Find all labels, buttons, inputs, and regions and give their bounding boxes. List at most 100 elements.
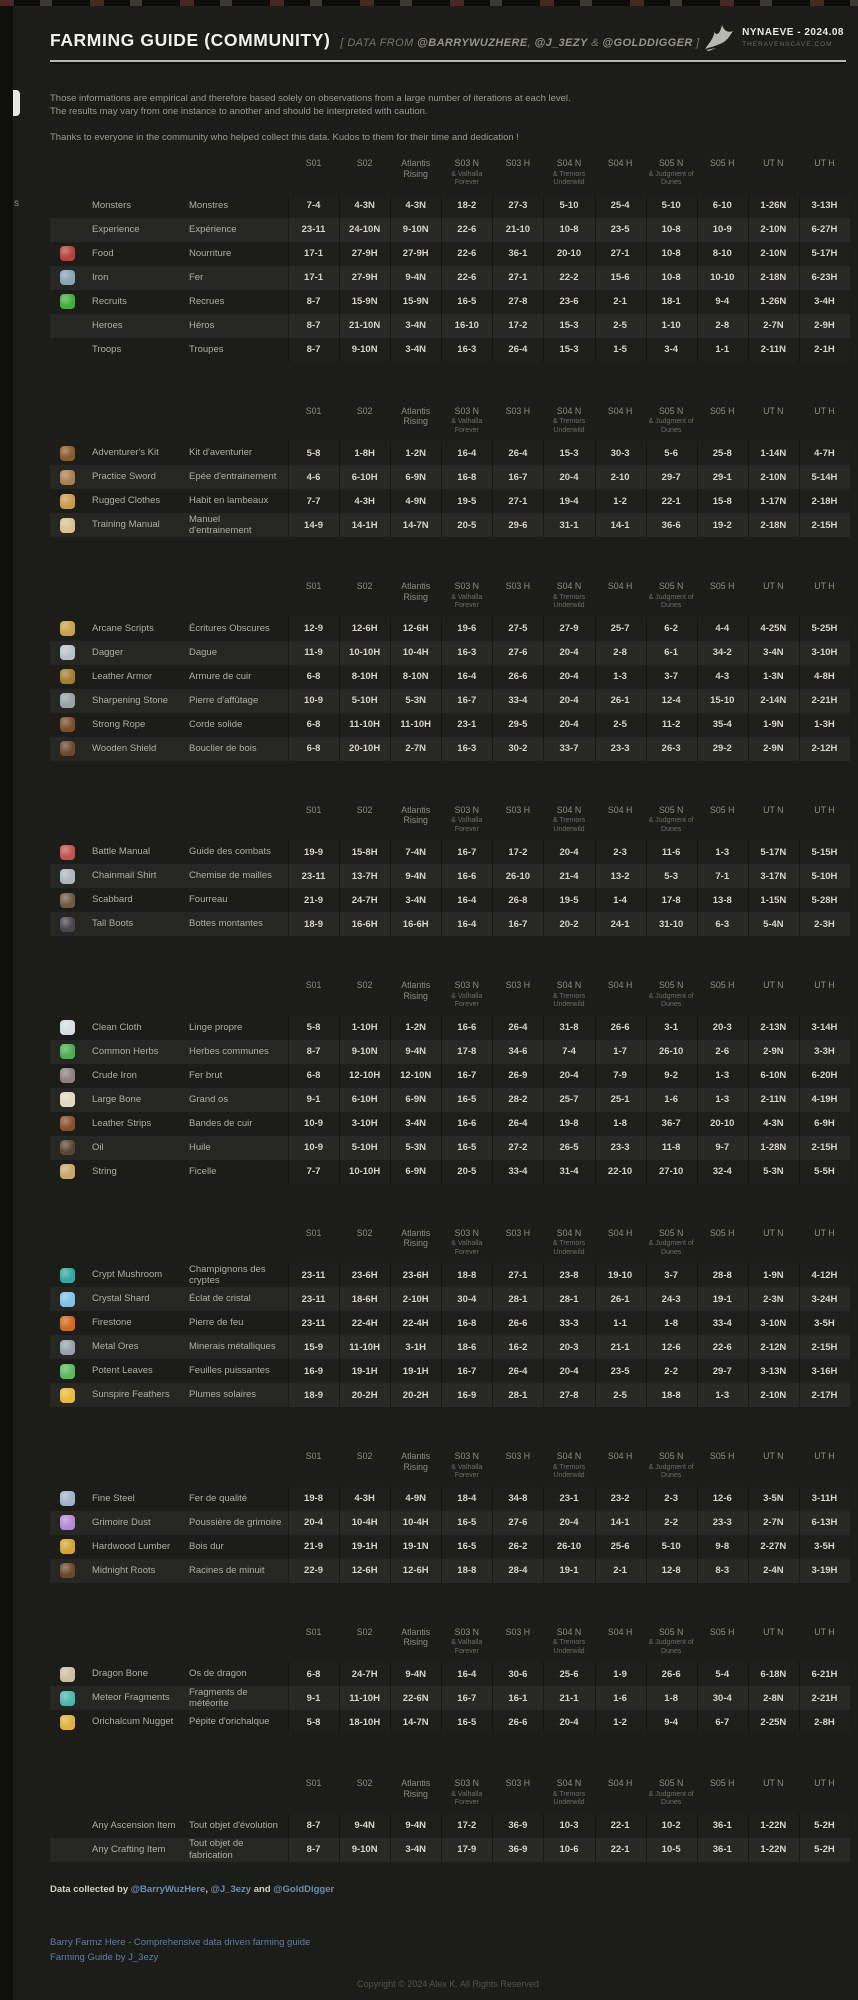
table-header-row: S01 S02 Atlantis Rising S03 N & Valhalla For… <box>50 805 850 835</box>
column-header: Atlantis Rising <box>390 1627 441 1648</box>
value-cell: 16-5 <box>441 290 492 314</box>
column-header: S02 <box>339 1627 390 1638</box>
value-cell: 2-9N <box>748 737 799 761</box>
value-cell: 8-7 <box>288 1838 339 1862</box>
column-header: S04 N & Tremors Underwild <box>543 1778 594 1808</box>
farming-table: S01 S02 Atlantis Rising S03 N & Valhalla For… <box>50 1778 850 1862</box>
item-name-en: Meteor Fragments <box>92 1686 189 1710</box>
golddigger-link[interactable]: @GoldDigger <box>273 1883 335 1895</box>
value-cell: 19-1H <box>390 1359 441 1383</box>
column-header: UT H <box>799 1451 850 1462</box>
item-name-en: Crude Iron <box>92 1064 189 1088</box>
raven-logo-icon <box>705 25 734 51</box>
value-cell: 1-9 <box>595 1662 646 1686</box>
value-cell: 16-8 <box>441 465 492 489</box>
page-subtitle: [ DATA FROM @BARRYWUZHERE, @J_3EZY & @GO… <box>340 37 699 49</box>
clean-cloth-icon <box>60 1020 75 1035</box>
item-name-fr: Ficelle <box>189 1160 288 1184</box>
column-label: S03 N <box>454 1227 480 1238</box>
value-cell: 18-1 <box>646 290 697 314</box>
credit-sep: , <box>205 1883 211 1895</box>
item-name-fr-label: Huile <box>189 1141 211 1153</box>
value-cell: 23-1 <box>543 1487 594 1511</box>
value-cell: 7-4N <box>390 840 441 864</box>
item-name-fr: Champignons des cryptes <box>189 1263 288 1287</box>
table-row: Midnight Roots Racines de minuit 22-9 12-6H… <box>50 1558 850 1583</box>
barry-farmz-guide-link[interactable]: Barry Farmz Here - Comprehensive data dr… <box>50 1936 311 1948</box>
header-divider <box>50 60 846 62</box>
midnight-roots-icon <box>60 1563 75 1578</box>
item-name-en: Grimoire Dust <box>92 1511 189 1535</box>
value-cell: 15-3 <box>543 338 594 362</box>
item-name-en-label: Crypt Mushroom <box>92 1269 163 1281</box>
column-label: S03 N <box>454 158 480 168</box>
item-name-fr: Linge propre <box>189 1016 288 1040</box>
value-cell: 9-10N <box>339 338 390 362</box>
column-sublabel: & Judgment of Dunes <box>648 170 694 187</box>
value-cell: 3-4 <box>646 338 697 362</box>
value-cell: 6-10H <box>339 465 390 489</box>
value-cell: 2-18N <box>748 266 799 290</box>
barrywuzhere-link[interactable]: @BarryWuzHere <box>130 1883 206 1895</box>
item-name-fr: Armure de cuir <box>189 665 288 689</box>
item-name-fr: Fourreau <box>189 888 288 912</box>
value-cell: 9-4 <box>697 290 748 314</box>
j3ezy-link[interactable]: @J_3ezy <box>210 1883 252 1895</box>
column-label: S01 <box>305 1227 322 1238</box>
item-name-en: Sharpening Stone <box>92 689 189 713</box>
value-cell: 18-4 <box>441 1487 492 1511</box>
value-cell: 5-17N <box>748 840 799 864</box>
column-header: S02 <box>339 1778 390 1789</box>
value-cell: 3-13N <box>748 1359 799 1383</box>
table-row: Crude Iron Fer brut 6-8 12-10H 12-10N 16-7 26-… <box>50 1064 850 1088</box>
value-cell: 1-1 <box>697 338 748 362</box>
value-cell: 6-13H <box>799 1511 850 1535</box>
value-cell: 8-7 <box>288 1814 339 1838</box>
value-cell: 16-4 <box>441 888 492 912</box>
item-name-en-label: Clean Cloth <box>92 1021 142 1033</box>
value-cell: 15-3 <box>543 314 594 338</box>
value-cell: 17-2 <box>492 840 543 864</box>
column-label: S02 <box>356 1778 373 1788</box>
name-fr-column-header <box>189 1778 288 1802</box>
item-name-fr: Pierre d'affûtage <box>189 689 288 713</box>
value-cell: 23-6H <box>339 1263 390 1287</box>
icon-column-header <box>50 158 92 182</box>
value-cell: 5-10 <box>543 194 594 218</box>
item-name-en: Troops <box>92 338 189 362</box>
column-sublabel: & Tremors Underwild <box>552 1790 586 1807</box>
value-cell: 4-12H <box>799 1263 850 1287</box>
value-cell: 11-10H <box>339 713 390 737</box>
column-header: S03 H <box>492 1778 543 1789</box>
item-name-fr: Tout objet d'évolution <box>189 1814 288 1838</box>
value-cell: 16-4 <box>441 665 492 689</box>
column-header: Atlantis Rising <box>390 805 441 826</box>
item-name-en: Potent Leaves <box>92 1359 189 1383</box>
item-name-fr: Recrues <box>189 290 288 314</box>
item-name-en: Sunspire Feathers <box>92 1383 189 1407</box>
value-cell: 6-9N <box>390 465 441 489</box>
column-label: S01 <box>305 980 322 990</box>
column-header: UT N <box>748 980 799 991</box>
value-cell: 10-8 <box>646 242 697 266</box>
item-icon-cell <box>50 290 92 314</box>
column-header: UT N <box>748 581 799 592</box>
orichalcum-nugget-icon <box>60 1714 75 1730</box>
j3ezy-guide-link[interactable]: Farming Guide by J_3ezy <box>50 1951 159 1963</box>
left-edge-handle[interactable] <box>13 90 20 116</box>
column-sublabel: & Tremors Underwild <box>552 170 586 187</box>
value-cell: 2-15H <box>799 1136 850 1160</box>
scabbard-icon <box>60 892 75 908</box>
item-name-fr-label: Pierre d'affûtage <box>189 694 259 706</box>
column-label: S05 H <box>710 1451 735 1461</box>
column-header: S04 H <box>595 158 646 169</box>
item-name-fr-label: Corde solide <box>189 718 243 730</box>
battle-manual-icon <box>60 844 75 860</box>
item-name-en-label: Oil <box>92 1141 104 1153</box>
table-row: Recruits Recrues 8-7 15-9N 15-9N 16-5 27-8 23-6… <box>50 290 850 314</box>
column-label: S05 N <box>658 1451 684 1461</box>
name-en-column-header <box>92 1228 189 1252</box>
column-label: UT N <box>763 804 784 815</box>
value-cell: 6-9N <box>390 1160 441 1184</box>
item-name-fr: Feuilles puissantes <box>189 1359 288 1383</box>
